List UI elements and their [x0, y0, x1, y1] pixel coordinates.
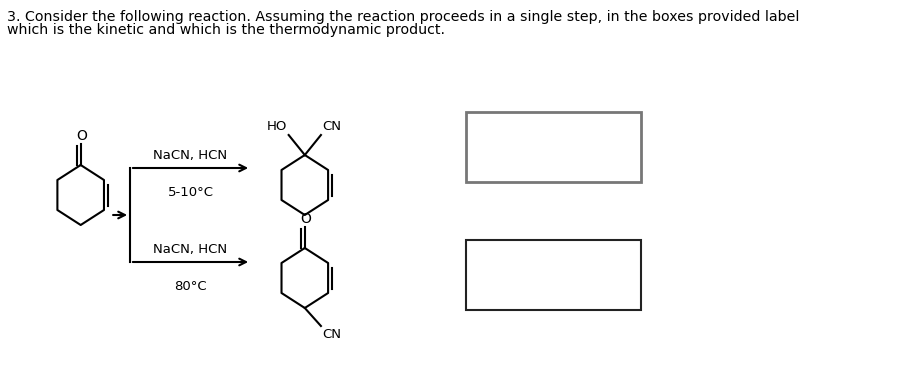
Text: NaCN, HCN: NaCN, HCN [154, 243, 227, 256]
Text: O: O [76, 130, 87, 143]
Text: O: O [300, 212, 311, 227]
Text: CN: CN [323, 120, 342, 133]
Bar [466, 112, 641, 182]
Text: 3. Consider the following reaction. Assuming the reaction proceeds in a single s: 3. Consider the following reaction. Assu… [7, 10, 800, 24]
Text: 80°C: 80°C [175, 280, 207, 293]
Text: NaCN, HCN: NaCN, HCN [154, 149, 227, 162]
Text: HO: HO [266, 120, 287, 133]
Text: CN: CN [322, 328, 341, 341]
Text: which is the kinetic and which is the thermodynamic product.: which is the kinetic and which is the th… [7, 23, 445, 37]
Text: 5-10°C: 5-10°C [167, 186, 214, 199]
Bar [466, 240, 641, 310]
